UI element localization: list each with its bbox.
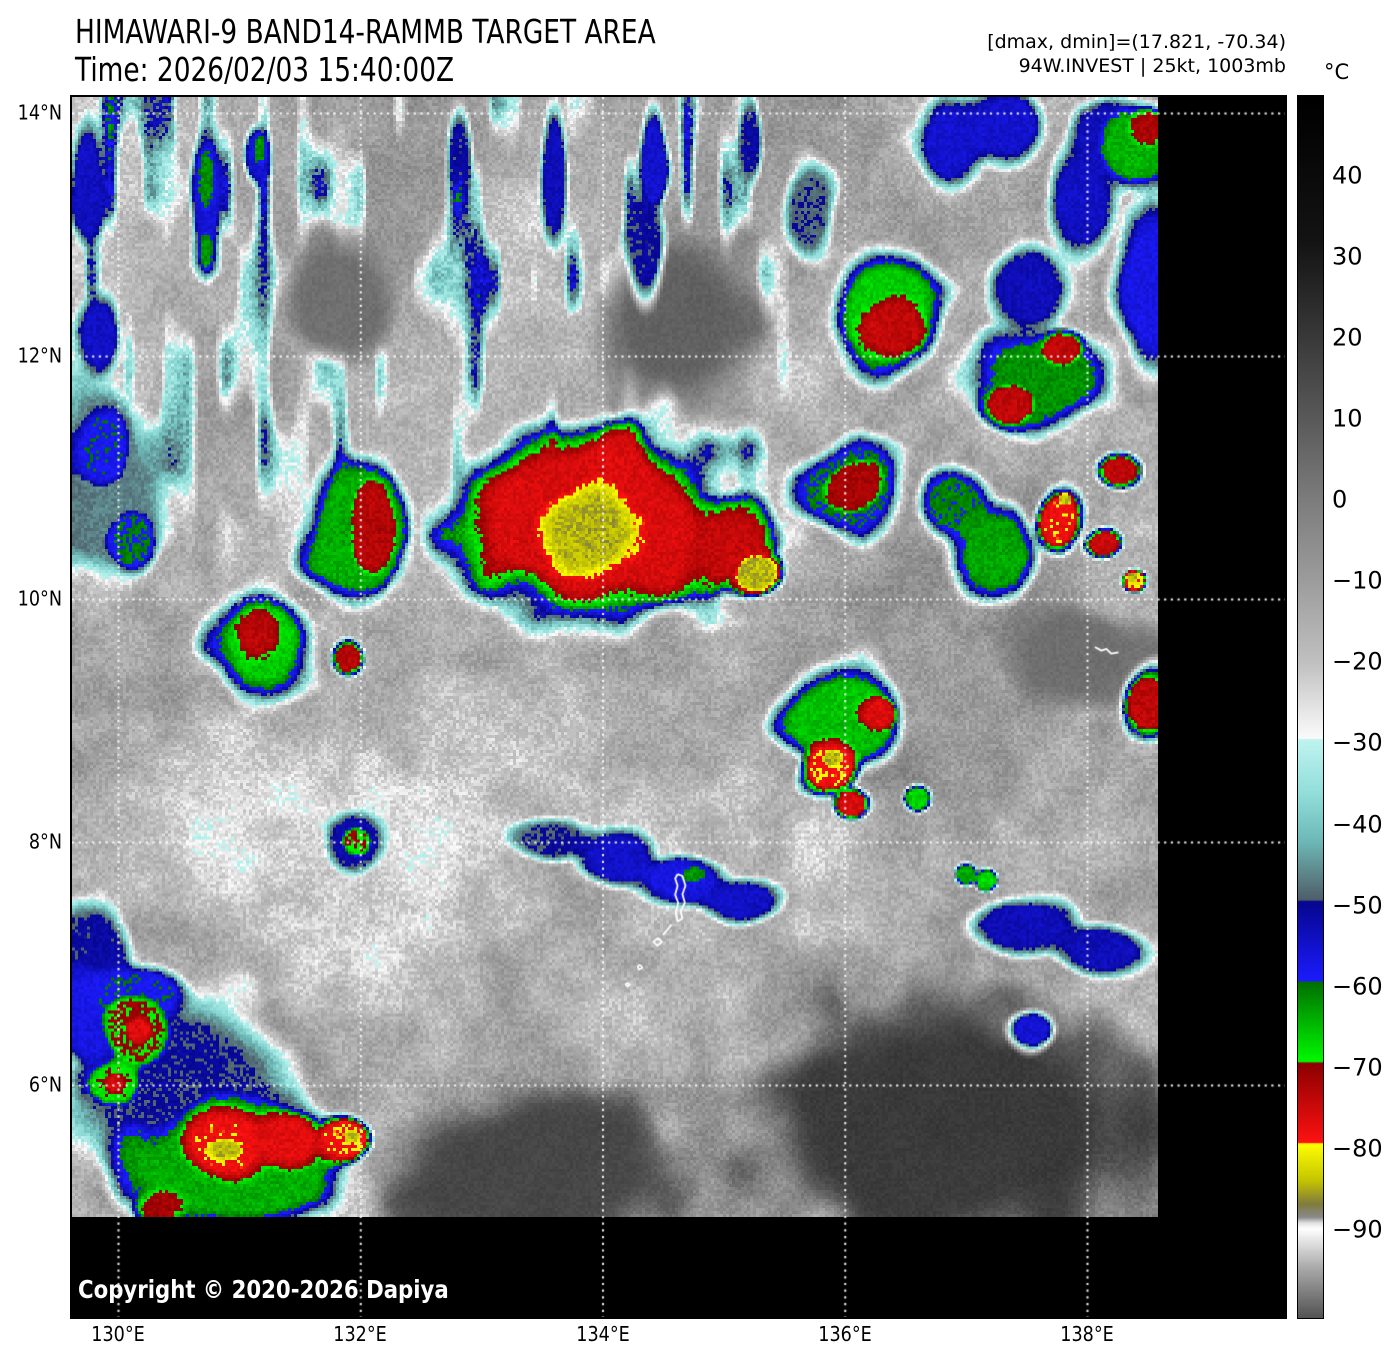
map-frame: Copyright © 2020-2026 Dapiya bbox=[70, 95, 1287, 1319]
copyright-watermark: Copyright © 2020-2026 Dapiya bbox=[78, 1275, 449, 1304]
colorbar-tick-label: 30 bbox=[1332, 242, 1363, 271]
colorbar-tick-label: −60 bbox=[1332, 972, 1383, 1001]
lat-tick-label: 14°N bbox=[17, 100, 62, 125]
colorbar-tick-label: −80 bbox=[1332, 1134, 1383, 1163]
figure-timestamp: Time: 2026/02/03 15:40:00Z bbox=[75, 50, 455, 89]
colorbar-tick-label: −70 bbox=[1332, 1053, 1383, 1082]
lon-tick-label: 132°E bbox=[333, 1322, 388, 1346]
colorbar-tick-label: −30 bbox=[1332, 728, 1383, 757]
colorbar-tick-label: −10 bbox=[1332, 566, 1383, 595]
colorbar-tick-label: 20 bbox=[1332, 323, 1363, 352]
lon-tick-label: 134°E bbox=[575, 1322, 630, 1346]
colorbar-tick-label: −50 bbox=[1332, 891, 1383, 920]
colorbar-tick-label: −90 bbox=[1332, 1215, 1383, 1244]
lon-tick-label: 138°E bbox=[1060, 1322, 1114, 1346]
gridline-coastline-overlay bbox=[72, 97, 1285, 1317]
colorbar-tick-label: 0 bbox=[1332, 485, 1348, 514]
lat-tick-label: 12°N bbox=[17, 343, 62, 368]
annotation-storm-info: 94W.INVEST | 25kt, 1003mb bbox=[1018, 55, 1286, 77]
temperature-colorbar bbox=[1297, 95, 1324, 1319]
lon-tick-label: 130°E bbox=[91, 1322, 145, 1346]
lat-tick-label: 8°N bbox=[28, 829, 62, 854]
lat-tick-label: 10°N bbox=[17, 586, 62, 611]
colorbar-tick-label: −40 bbox=[1332, 809, 1383, 838]
colorbar-tick-label: 10 bbox=[1332, 404, 1363, 433]
annotation-dmax-dmin: [dmax, dmin]=(17.821, -70.34) bbox=[987, 31, 1286, 53]
figure-title: HIMAWARI-9 BAND14-RAMMB TARGET AREA bbox=[75, 12, 656, 51]
lat-tick-label: 6°N bbox=[28, 1072, 62, 1097]
colorbar-unit-label: °C bbox=[1324, 60, 1350, 84]
colorbar-tick-label: 40 bbox=[1332, 161, 1363, 190]
colorbar-tick-label: −20 bbox=[1332, 647, 1383, 676]
lon-tick-label: 136°E bbox=[817, 1322, 872, 1346]
